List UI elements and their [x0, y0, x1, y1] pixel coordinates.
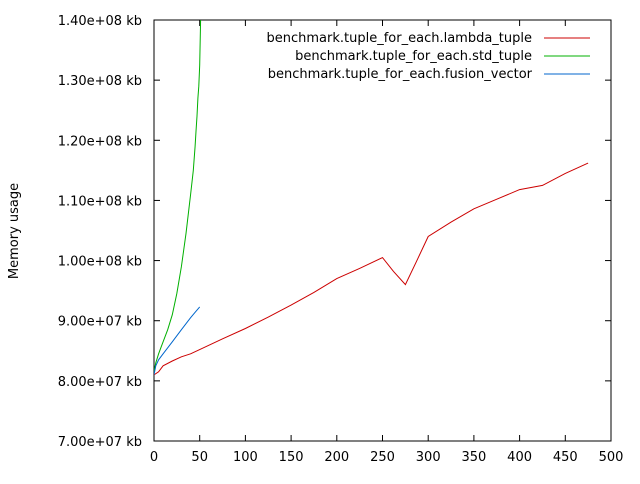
x-axis: 0 50 100 150 200 250 300 350 400 450 500 — [150, 20, 624, 465]
x-tick-label: 100 — [233, 450, 258, 465]
y-tick-label: 1.10e+08 kb — [58, 194, 142, 209]
y-axis: 7.00e+07 kb 8.00e+07 kb 9.00e+07 kb 1.00e+0… — [58, 14, 611, 450]
series-line-2 — [154, 20, 202, 372]
y-tick-label: 7.00e+07 kb — [58, 435, 142, 450]
y-axis-label: Memory usage — [7, 183, 22, 279]
x-tick-label: 400 — [507, 450, 532, 465]
legend-label: benchmark.tuple_for_each.fusion_vector — [268, 67, 533, 82]
y-tick-label: 1.40e+08 kb — [58, 14, 142, 29]
x-tick-label: 250 — [370, 450, 395, 465]
x-tick-label: 350 — [461, 450, 486, 465]
y-tick-label: 9.00e+07 kb — [58, 315, 142, 330]
series-line-1 — [154, 162, 589, 376]
legend-label: benchmark.tuple_for_each.lambda_tuple — [267, 31, 532, 46]
y-tick-label: 1.20e+08 kb — [58, 134, 142, 149]
x-tick-label: 150 — [279, 450, 304, 465]
x-tick-label: 500 — [599, 450, 624, 465]
y-tick-label: 8.00e+07 kb — [58, 375, 142, 390]
x-tick-label: 50 — [191, 450, 208, 465]
y-tick-label: 1.00e+08 kb — [58, 255, 142, 270]
x-tick-label: 450 — [553, 450, 578, 465]
legend-label: benchmark.tuple_for_each.std_tuple — [295, 49, 532, 64]
legend: benchmark.tuple_for_each.lambda_tupleben… — [267, 31, 590, 82]
x-tick-label: 200 — [324, 450, 349, 465]
y-tick-label: 1.30e+08 kb — [58, 74, 142, 89]
x-tick-label: 300 — [416, 450, 441, 465]
series-group — [154, 20, 589, 376]
x-tick-label: 0 — [150, 450, 158, 465]
series-line-3 — [154, 306, 201, 375]
plot-frame — [153, 19, 612, 442]
